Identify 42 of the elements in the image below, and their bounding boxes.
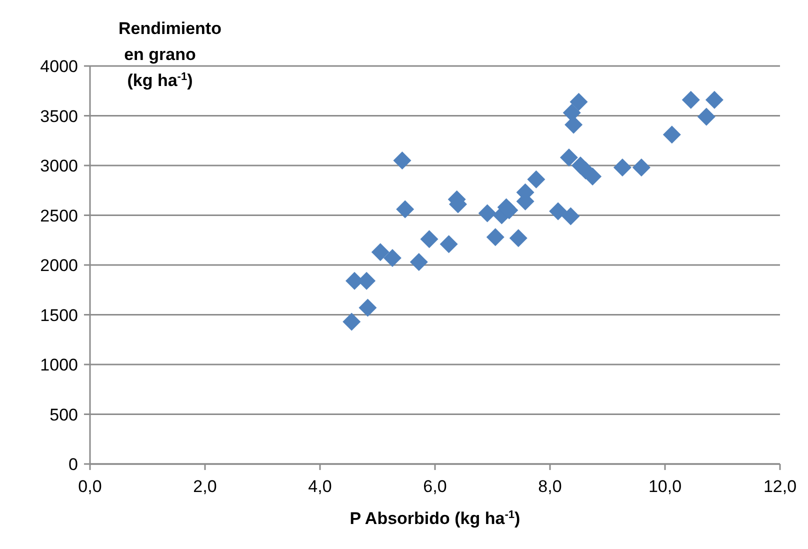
y-tick-label: 0 <box>68 455 78 474</box>
point <box>662 126 681 144</box>
x-tick-label: 6,0 <box>423 477 447 496</box>
x-tick-label: 12,0 <box>763 477 797 496</box>
point <box>562 207 580 226</box>
y-tick-label: 2000 <box>40 256 78 275</box>
point <box>410 253 428 272</box>
point <box>440 235 458 254</box>
point <box>358 298 377 317</box>
y-tick-label: 2500 <box>40 206 78 226</box>
y-tick-label: 3000 <box>40 156 78 176</box>
x-axis-title: P Absorbido (kg ha$^{-1}$) <box>350 509 520 528</box>
point <box>570 92 588 111</box>
y-tick-label: 4000 <box>40 57 78 76</box>
point <box>486 228 504 246</box>
point <box>478 204 496 222</box>
point <box>549 202 568 220</box>
y-tick-label: 3500 <box>40 106 78 126</box>
x-tick-label: 10,0 <box>648 477 682 496</box>
point <box>371 243 390 262</box>
y-tick-label: 1500 <box>40 306 78 325</box>
point <box>560 148 578 167</box>
point <box>697 108 716 126</box>
y-tick-label: 1000 <box>40 356 78 374</box>
point <box>396 200 414 218</box>
point <box>613 158 632 176</box>
y-axis-title: Rendimiento en grano (kg ha$^{-1}$) <box>118 19 222 90</box>
x-tick-label: 8,0 <box>538 477 562 496</box>
y-tick-label: 500 <box>50 405 78 424</box>
point <box>682 90 700 109</box>
x-tick-label: 2,0 <box>193 477 217 496</box>
point <box>420 230 438 248</box>
point <box>564 116 583 134</box>
x-tick-label: 4,0 <box>308 477 332 496</box>
point <box>705 90 724 109</box>
point <box>393 152 412 170</box>
point <box>632 158 650 176</box>
point <box>527 170 546 188</box>
point <box>509 229 528 248</box>
point <box>342 312 361 331</box>
point <box>383 249 402 268</box>
x-tick-label: 0,0 <box>78 477 102 496</box>
